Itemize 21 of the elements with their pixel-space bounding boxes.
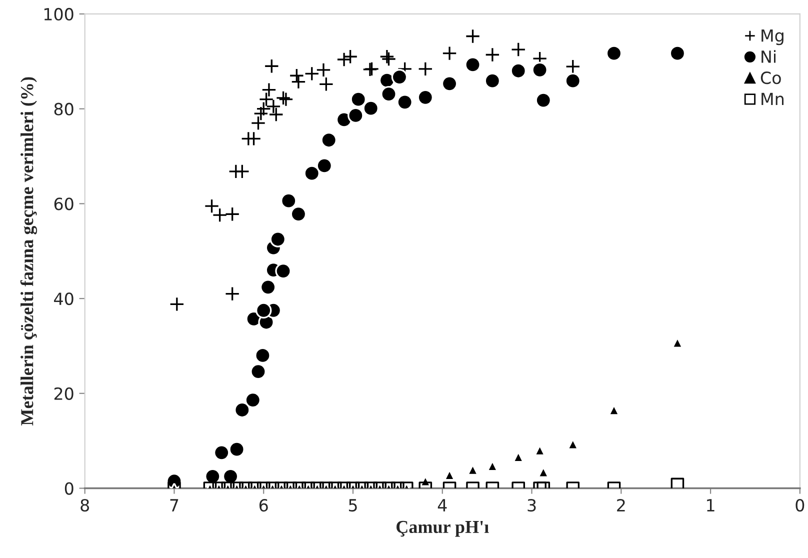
x-tick-label: 5	[348, 499, 357, 512]
x-tick-label: 4	[438, 499, 447, 512]
x-axis-title: Çamur pH'ı	[396, 520, 489, 537]
x-tick-label: 0	[796, 498, 804, 512]
legend-label: Co	[760, 72, 781, 84]
y-tick-label: 0	[64, 482, 74, 495]
x-tick-label: 6	[259, 498, 268, 512]
x-tick-label: 2	[617, 498, 625, 512]
legend-label: Ni	[762, 50, 776, 63]
x-tick-label: 1	[707, 499, 714, 512]
x-tick-label: 7	[170, 499, 178, 512]
legend-label: Mg	[762, 29, 784, 46]
y-tick-label: 60	[54, 198, 74, 210]
y-axis-title: Metallerin çözelti fazına geçme verimleri (%)	[20, 77, 38, 426]
y-tick-label: 100	[44, 8, 74, 21]
x-tick-label: 3	[528, 498, 536, 512]
legend-label: Mn	[762, 92, 784, 106]
y-tick-label: 80	[54, 102, 74, 116]
x-tick-label: 8	[80, 498, 89, 512]
y-tick-label: 40	[54, 292, 74, 306]
y-tick-label: 20	[54, 387, 74, 400]
